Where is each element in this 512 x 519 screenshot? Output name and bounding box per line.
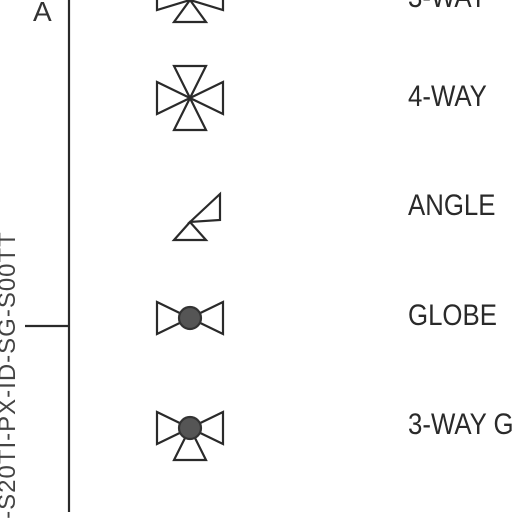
legend-label-globe: GLOBE <box>408 299 497 332</box>
three-way-valve-icon <box>155 0 225 24</box>
legend-label-3-way: 3-WAY <box>408 0 487 15</box>
three-way-globe-valve-icon <box>155 410 225 462</box>
four-way-valve-icon <box>155 64 225 132</box>
legend-label-4-way: 4-WAY <box>408 80 487 113</box>
legend-label-angle: ANGLE <box>408 189 496 222</box>
globe-valve-icon <box>155 300 225 336</box>
legend-label-3-way-globe: 3-WAY G <box>408 408 512 441</box>
zone-letter: A <box>33 0 52 27</box>
angle-valve-icon <box>171 191 222 242</box>
